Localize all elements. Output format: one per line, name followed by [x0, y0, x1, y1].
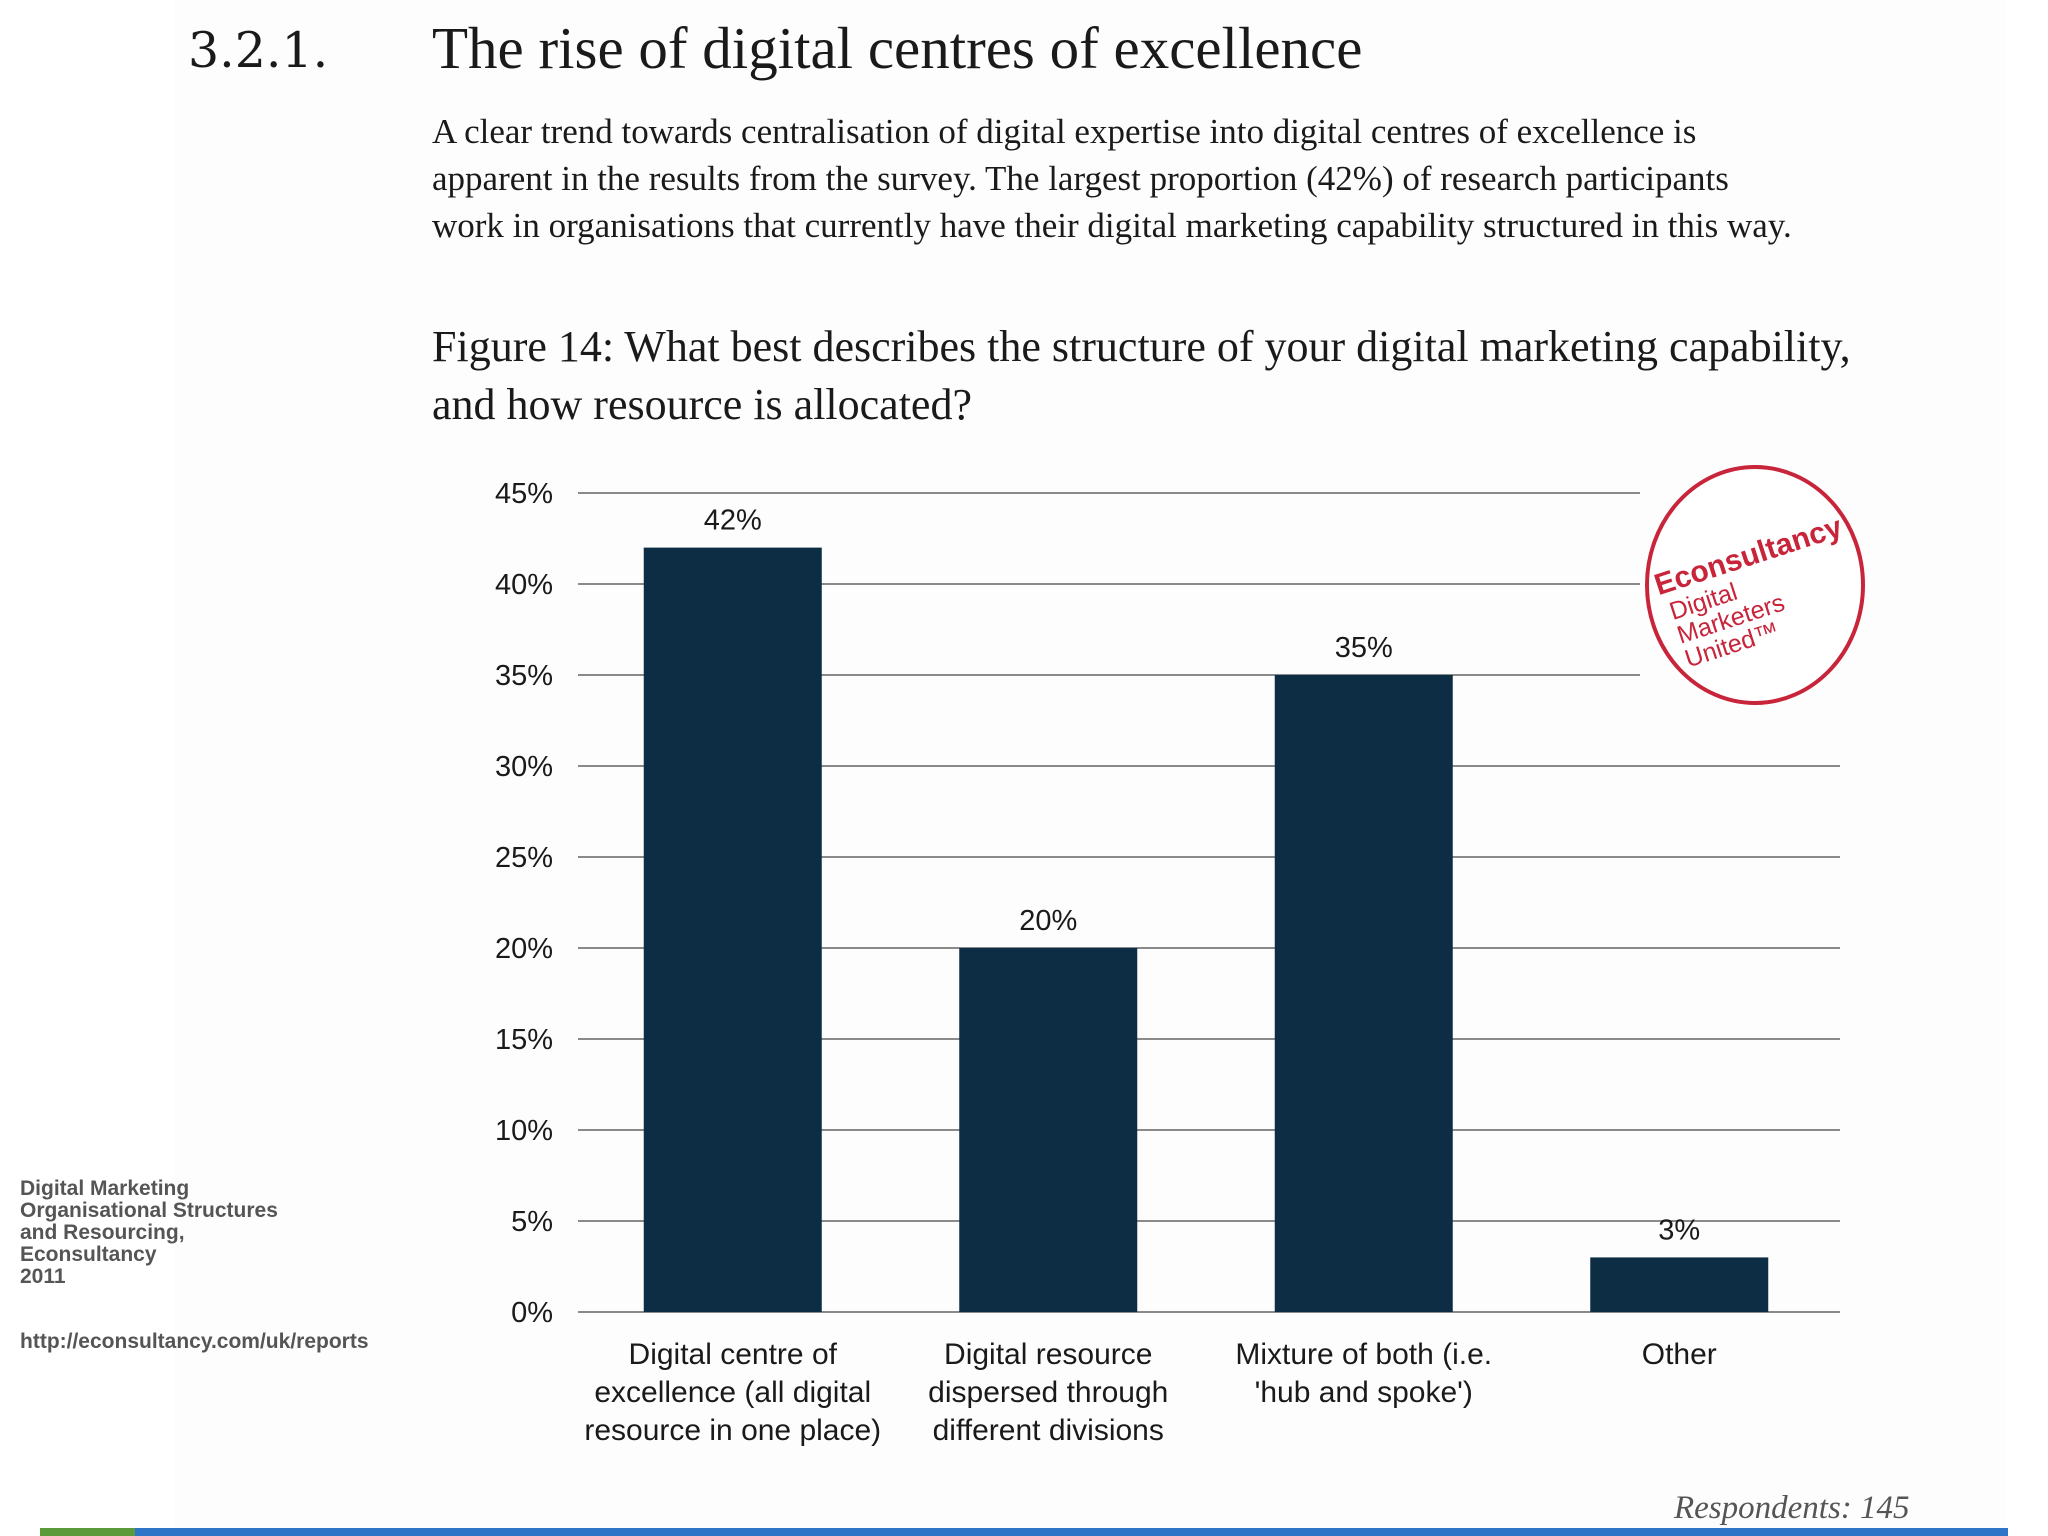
- bar: [1590, 1257, 1769, 1312]
- bar: [643, 547, 822, 1312]
- section-number: 3.2.1.: [188, 22, 329, 79]
- source-line: 2011: [20, 1265, 66, 1288]
- source-url: http://econsultancy.com/uk/reports: [20, 1330, 369, 1353]
- category-labels: Digital centre of excellence (all digital…: [584, 1338, 1716, 1447]
- bar: [1274, 675, 1453, 1312]
- data-label: 35%: [1335, 632, 1393, 664]
- source-note: Digital Marketing Organisational Structu…: [20, 1178, 320, 1288]
- intro-line: apparent in the results from the survey.…: [432, 159, 1729, 198]
- y-tick-label: 30%: [495, 751, 553, 783]
- category-label: Digital centre of: [629, 1338, 838, 1371]
- section-title: The rise of digital centres of excellenc…: [432, 15, 1363, 81]
- source-line: Econsultancy: [20, 1243, 157, 1266]
- footer-accent: [40, 1528, 135, 1536]
- category-label: Mixture of both (i.e.: [1235, 1338, 1492, 1371]
- intro-line: A clear trend towards centralisation of …: [432, 112, 1697, 151]
- y-tick-label: 10%: [495, 1115, 553, 1147]
- category-label: Other: [1642, 1338, 1717, 1371]
- y-tick-label: 0%: [511, 1297, 553, 1329]
- y-tick-label: 5%: [511, 1206, 553, 1238]
- data-labels: 42% 20% 35% 3%: [704, 505, 1700, 1247]
- source-line: and Resourcing,: [20, 1221, 185, 1244]
- data-label: 20%: [1019, 905, 1077, 937]
- respondents-count: Respondents: 145: [1674, 1490, 1910, 1526]
- category-label: 'hub and spoke'): [1255, 1376, 1473, 1409]
- y-tick-label: 40%: [495, 569, 553, 601]
- intro-line: work in organisations that currently hav…: [432, 206, 1792, 245]
- category-label: excellence (all digital: [594, 1376, 871, 1409]
- source-line: Organisational Structures: [20, 1199, 278, 1222]
- category-label: dispersed through: [928, 1376, 1168, 1409]
- y-tick-label: 20%: [495, 933, 553, 965]
- y-tick-label: 45%: [495, 478, 553, 510]
- figure-title-line: and how resource is allocated?: [432, 380, 972, 429]
- source-line: Digital Marketing: [20, 1177, 190, 1200]
- figure-title: Figure 14: What best describes the struc…: [432, 318, 1932, 434]
- bars: [643, 547, 1769, 1312]
- figure-title-line: Figure 14: What best describes the struc…: [432, 322, 1851, 371]
- data-label: 42%: [704, 505, 762, 537]
- data-label: 3%: [1658, 1214, 1700, 1246]
- y-axis-ticks: 0% 5% 10% 15% 20% 25% 30% 35% 40% 45%: [495, 478, 553, 1329]
- econsultancy-logo-stamp: Econsultancy Digital Marketers United™: [1645, 465, 1865, 705]
- y-tick-label: 25%: [495, 842, 553, 874]
- y-tick-label: 35%: [495, 660, 553, 692]
- bar: [959, 948, 1138, 1312]
- y-tick-label: 15%: [495, 1024, 553, 1056]
- category-label: Digital resource: [944, 1338, 1152, 1371]
- footer-bar: [40, 1528, 2008, 1536]
- category-label: different divisions: [933, 1414, 1164, 1447]
- category-label: resource in one place): [584, 1414, 881, 1447]
- intro-paragraph: A clear trend towards centralisation of …: [432, 108, 1912, 249]
